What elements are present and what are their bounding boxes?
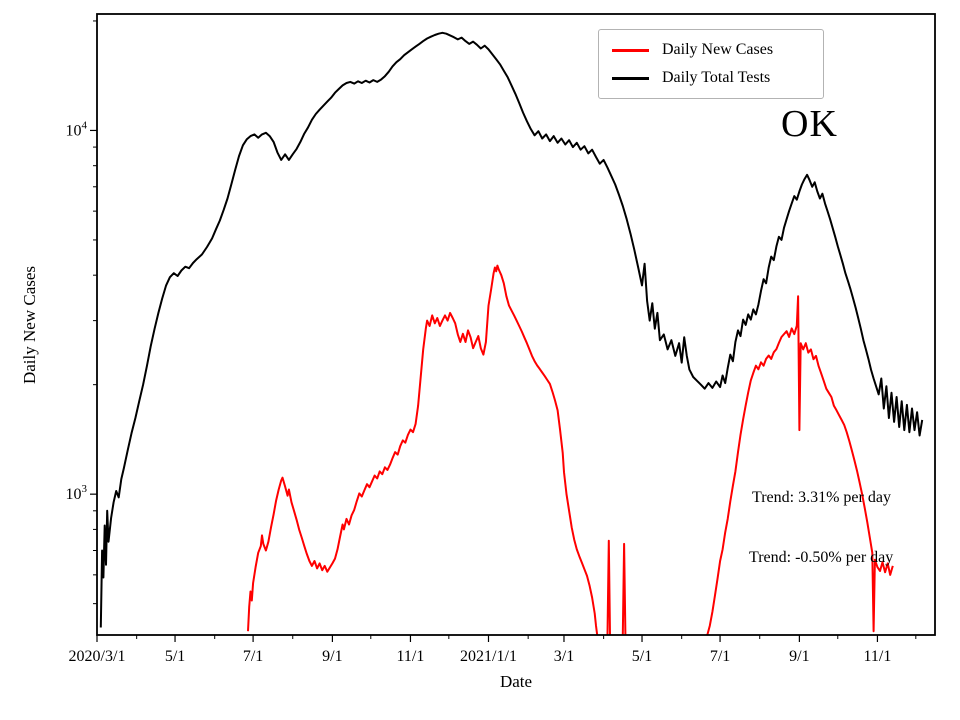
x-tick-label: 3/1 [554, 648, 574, 665]
line-daily-new-cases [247, 264, 599, 635]
x-tick-label: 2020/3/1 [69, 648, 126, 665]
x-tick-label: 11/1 [863, 648, 891, 665]
legend-label-daily-new-cases: Daily New Cases [662, 41, 774, 58]
x-tick-label: 2021/1/1 [460, 648, 517, 665]
x-tick-label: 9/1 [789, 648, 809, 665]
y-axis-title: Daily New Cases [20, 265, 39, 385]
x-tick-label: 7/1 [243, 648, 263, 665]
line-daily-new-cases [621, 542, 627, 635]
x-axis-title: Date [499, 672, 533, 691]
legend-label-daily-total-tests: Daily Total Tests [662, 69, 771, 86]
legend-item-daily-new-cases: Daily New Cases [612, 41, 810, 59]
axes-border [96, 13, 936, 636]
legend-line-sample-black [612, 76, 649, 80]
x-tick-label: 5/1 [165, 648, 185, 665]
y-tick-label: 104 [66, 119, 88, 139]
legend: Daily New Cases Daily Total Tests [598, 29, 824, 99]
x-tick-label: 9/1 [322, 648, 342, 665]
line-daily-new-cases [706, 295, 894, 635]
x-tick-label: 11/1 [397, 648, 425, 665]
y-tick-label: 103 [66, 483, 88, 503]
line-daily-total-tests [99, 31, 924, 628]
series-lines [99, 31, 924, 635]
x-tick-label: 5/1 [632, 648, 652, 665]
state-label: OK [781, 103, 838, 145]
x-tick-label: 7/1 [710, 648, 730, 665]
legend-line-sample-red [612, 48, 649, 52]
legend-item-daily-total-tests: Daily Total Tests [612, 69, 810, 87]
line-daily-new-cases [606, 539, 611, 635]
trend-annotation-2: Trend: -0.50% per day [749, 549, 894, 566]
trend-annotation-1: Trend: 3.31% per day [752, 489, 891, 506]
